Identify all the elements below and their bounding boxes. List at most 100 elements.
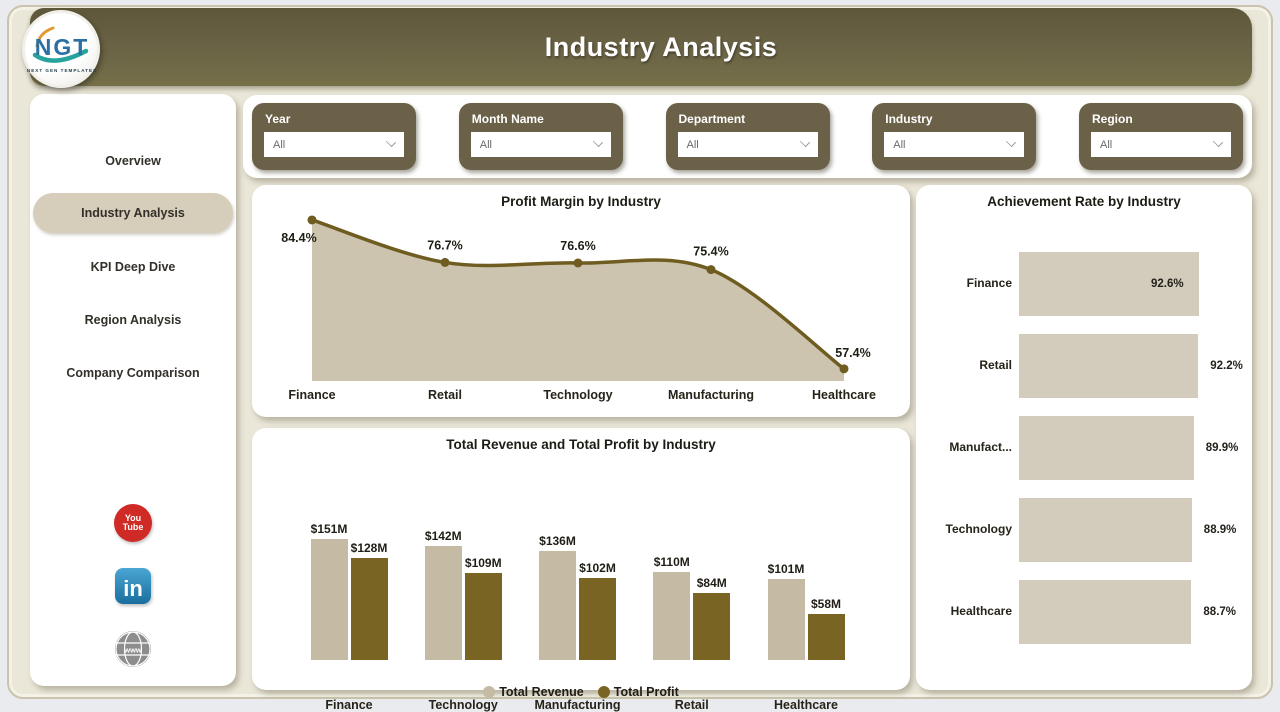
achievement-bar-technology[interactable] <box>1019 498 1192 562</box>
sidebar-item-region-analysis[interactable]: Region Analysis <box>30 293 236 346</box>
profit-bar-manufacturing[interactable] <box>579 578 616 660</box>
sidebar-item-kpi-deep-dive[interactable]: KPI Deep Dive <box>30 240 236 293</box>
achievement-bar-healthcare[interactable] <box>1019 580 1191 644</box>
x-axis-label: Technology <box>403 698 523 712</box>
legend-item: Total Profit <box>598 685 679 699</box>
data-label: 57.4% <box>835 346 870 360</box>
chevron-down-icon <box>593 137 603 147</box>
bar-value-label: $84M <box>680 576 744 590</box>
filter-industry: Industry All <box>872 103 1036 170</box>
bar-value-label: $109M <box>451 556 515 570</box>
revenue-bar-finance[interactable] <box>311 539 348 660</box>
profit-bar-healthcare[interactable] <box>808 614 845 660</box>
svg-text:www: www <box>123 646 142 655</box>
chevron-down-icon <box>1213 137 1223 147</box>
filter-label: Year <box>252 103 416 126</box>
x-axis-label: Healthcare <box>812 388 876 402</box>
data-point-retail[interactable] <box>441 258 450 267</box>
revenue-profit-title: Total Revenue and Total Profit by Indust… <box>252 428 910 452</box>
bar-value-label: 88.7% <box>1203 606 1236 618</box>
y-axis-label: Finance <box>916 276 1012 290</box>
revenue-profit-card: Total Revenue and Total Profit by Indust… <box>252 428 910 690</box>
data-label: 76.6% <box>560 239 595 253</box>
filter-label: Industry <box>872 103 1036 126</box>
data-point-finance[interactable] <box>308 215 317 224</box>
x-axis-label: Manufacturing <box>518 698 638 712</box>
data-label: 84.4% <box>281 231 316 245</box>
bar-value-label: $136M <box>526 534 590 548</box>
sidebar-item-overview[interactable]: Overview <box>30 134 236 187</box>
revenue-bar-healthcare[interactable] <box>768 579 805 660</box>
filter-year: Year All <box>252 103 416 170</box>
legend-label: Total Revenue <box>499 685 584 699</box>
chevron-down-icon <box>1006 137 1016 147</box>
profit-bar-technology[interactable] <box>465 573 502 660</box>
bar-value-label: $58M <box>794 597 858 611</box>
data-point-healthcare[interactable] <box>840 364 849 373</box>
ngt-logo: NGT NEXT GEN TEMPLATES <box>22 10 100 88</box>
filter-month-name: Month Name All <box>459 103 623 170</box>
svg-text:NGT: NGT <box>35 34 90 60</box>
filter-dropdown[interactable]: All <box>884 132 1024 157</box>
bar-value-label: 88.9% <box>1204 524 1237 536</box>
ngt-logo-icon: NGT NEXT GEN TEMPLATES <box>26 14 96 84</box>
filter-dropdown[interactable]: All <box>678 132 818 157</box>
y-axis-label: Healthcare <box>916 604 1012 618</box>
achievement-bar-retail[interactable] <box>1019 334 1198 398</box>
data-point-technology[interactable] <box>574 258 583 267</box>
filter-dropdown[interactable]: All <box>1091 132 1231 157</box>
bar-value-label: $128M <box>337 541 401 555</box>
page-title: Industry Analysis <box>505 32 778 63</box>
y-axis-label: Technology <box>916 522 1012 536</box>
x-axis-label: Healthcare <box>746 698 866 712</box>
bar-value-label: 92.6% <box>1151 278 1184 290</box>
linkedin-icon[interactable]: in <box>115 568 151 604</box>
bar-value-label: $142M <box>411 529 475 543</box>
chart-legend: Total Revenue Total Profit <box>252 685 910 699</box>
data-label: 76.7% <box>427 238 462 252</box>
filter-label: Region <box>1079 103 1243 126</box>
data-point-manufacturing[interactable] <box>707 265 716 274</box>
legend-dot <box>598 686 610 698</box>
filter-department: Department All <box>666 103 830 170</box>
filter-label: Department <box>666 103 830 126</box>
legend-item: Total Revenue <box>483 685 584 699</box>
x-axis-label: Finance <box>289 698 409 712</box>
youtube-icon[interactable]: You Tube <box>114 504 152 542</box>
filter-dropdown[interactable]: All <box>264 132 404 157</box>
filter-dropdown[interactable]: All <box>471 132 611 157</box>
x-axis-label: Manufacturing <box>668 388 754 402</box>
sidebar-item-industry-analysis[interactable]: Industry Analysis <box>33 193 233 233</box>
x-axis-label: Finance <box>288 388 335 402</box>
profit-margin-chart: 84.4%Finance76.7%Retail76.6%Technology75… <box>252 209 910 411</box>
header-bar: Industry Analysis <box>30 8 1252 86</box>
svg-text:NEXT GEN TEMPLATES: NEXT GEN TEMPLATES <box>27 68 96 73</box>
achievement-bar-manufact[interactable] <box>1019 416 1194 480</box>
bar-value-label: $110M <box>640 555 704 569</box>
sidebar-item-company-comparison[interactable]: Company Comparison <box>30 346 236 399</box>
legend-label: Total Profit <box>614 685 679 699</box>
bar-value-label: $101M <box>754 562 818 576</box>
x-axis-label: Retail <box>632 698 752 712</box>
data-label: 75.4% <box>693 245 728 259</box>
legend-dot <box>483 686 495 698</box>
profit-bar-finance[interactable] <box>351 558 388 660</box>
y-axis-label: Manufact... <box>916 440 1012 454</box>
x-axis-label: Technology <box>543 388 612 402</box>
chevron-down-icon <box>799 137 809 147</box>
bar-value-label: 89.9% <box>1206 442 1239 454</box>
profit-bar-retail[interactable] <box>693 593 730 660</box>
website-globe-icon[interactable]: www <box>114 630 152 668</box>
bar-value-label: $102M <box>566 561 630 575</box>
filter-label: Month Name <box>459 103 623 126</box>
filter-region: Region All <box>1079 103 1243 170</box>
bar-value-label: $151M <box>297 522 361 536</box>
dashboard-frame: Industry Analysis NGT NEXT GEN TEMPLATES… <box>7 5 1273 699</box>
